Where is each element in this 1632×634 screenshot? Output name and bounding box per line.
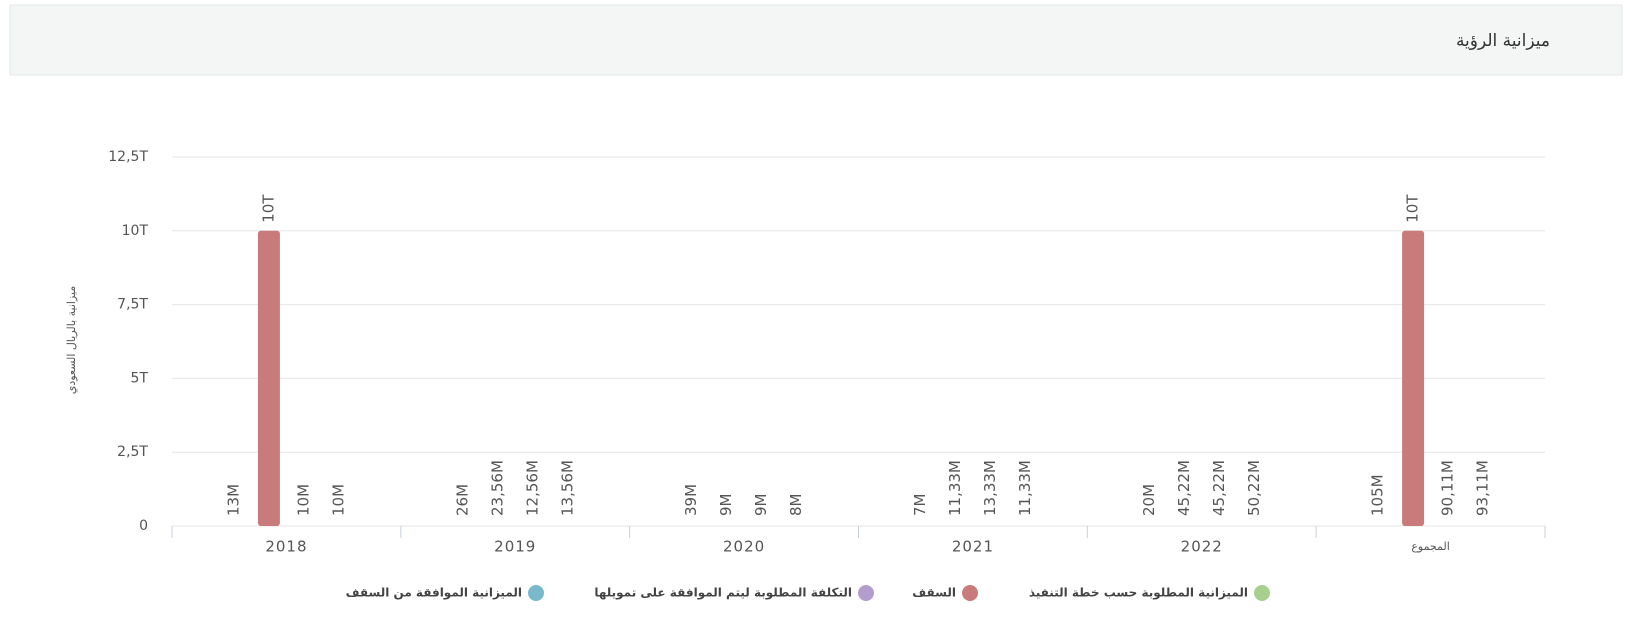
x-tick-label: 2022	[1181, 538, 1223, 556]
x-tick-label: المجموع	[1411, 540, 1449, 553]
data-label: 90,11M	[1439, 460, 1457, 516]
data-label: 10T	[259, 194, 277, 223]
x-tick-label: 2020	[723, 538, 765, 556]
data-label: 11,33M	[946, 460, 964, 516]
panel-title: ميزانية الرؤية	[1456, 31, 1550, 51]
y-axis-title: ميزانية بالريال السعودي	[65, 286, 78, 395]
legend-swatch	[962, 585, 978, 601]
data-label: 105M	[1369, 474, 1387, 516]
data-label: 13,33M	[981, 460, 999, 516]
data-label: 9M	[752, 494, 770, 517]
legend-swatch	[1254, 585, 1270, 601]
x-tick-label: 2019	[494, 538, 536, 556]
y-tick-label: 10T	[122, 223, 149, 239]
data-label: 9M	[717, 494, 735, 517]
legend-swatch	[858, 585, 874, 601]
data-label: 10M	[329, 484, 347, 516]
y-tick-label: 7,5T	[117, 297, 148, 313]
bar	[257, 230, 280, 527]
data-label: 39M	[682, 484, 700, 516]
data-label: 20M	[1140, 484, 1158, 516]
legend-label: الميزانية المطلوبة حسب خطة التنفيذ	[1029, 586, 1248, 601]
data-label: 13,56M	[558, 460, 576, 516]
legend-label: الميزانية الموافقة من السقف	[346, 586, 522, 601]
data-label: 10T	[1404, 194, 1422, 223]
data-label: 50,22M	[1245, 460, 1263, 516]
x-tick-label: 2021	[952, 538, 994, 556]
data-label: 13M	[224, 484, 242, 516]
panel-header	[9, 4, 1623, 76]
y-tick-label: 5T	[131, 370, 149, 386]
data-label: 26M	[453, 484, 471, 516]
y-tick-label: 2,5T	[117, 444, 148, 460]
bar	[1402, 230, 1425, 527]
legend-label: السقف	[912, 586, 956, 600]
x-tick-label: 2018	[265, 538, 307, 556]
y-tick-label: 12,5T	[108, 149, 148, 165]
legend-label: التكلفة المطلوبة ليتم الموافقة على تمويل…	[594, 586, 852, 601]
data-label: 8M	[787, 494, 805, 517]
legend-swatch	[528, 585, 544, 601]
data-label: 45,22M	[1210, 460, 1228, 516]
data-label: 7M	[911, 494, 929, 517]
data-label: 45,22M	[1175, 460, 1193, 516]
data-label: 10M	[294, 484, 312, 516]
data-label: 12,56M	[523, 460, 541, 516]
data-label: 11,33M	[1016, 460, 1034, 516]
data-label: 93,11M	[1474, 460, 1492, 516]
y-tick-label: 0	[139, 518, 148, 534]
data-label: 23,56M	[488, 460, 506, 516]
